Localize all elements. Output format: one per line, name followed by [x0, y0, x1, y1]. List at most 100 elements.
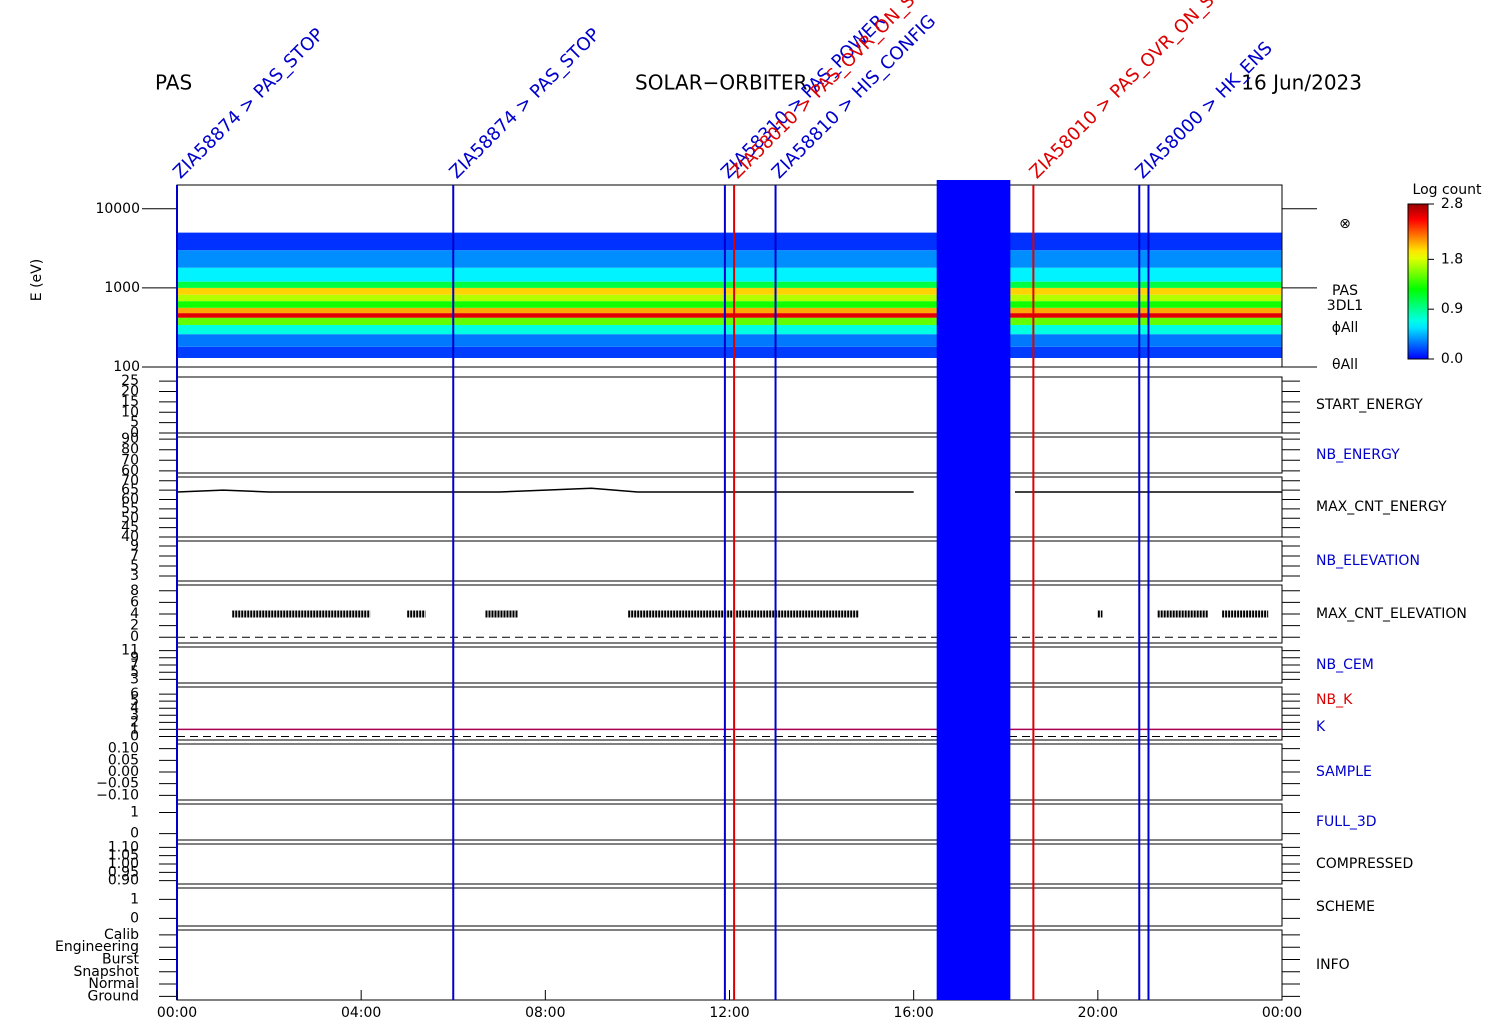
- y-tick-label: 4: [130, 606, 139, 622]
- y-tick-label: Burst: [102, 951, 140, 967]
- y-tick-label: 0: [130, 425, 139, 441]
- panel-frame: [176, 887, 1283, 927]
- panel-label: NB_CEM: [1316, 657, 1374, 673]
- panel-frame: [176, 743, 1283, 801]
- colorbar: [1407, 203, 1429, 360]
- spectrogram-label: 3DL1: [1327, 298, 1363, 314]
- colorbar-tick-label: 1.8: [1441, 251, 1463, 267]
- y-tick-label: 2: [130, 714, 139, 730]
- panel-frame: [176, 803, 1283, 841]
- panel-label: NB_K: [1316, 692, 1353, 708]
- y-tick-label: 1000: [104, 280, 140, 296]
- panel-frame: [176, 584, 1283, 644]
- spectrogram-cell: [177, 313, 1282, 318]
- y-tick-label: −0.05: [96, 776, 139, 792]
- spectrogram-cell: [177, 324, 1282, 335]
- panel-label: SAMPLE: [1316, 764, 1372, 780]
- spectrogram-cell: [177, 267, 1282, 282]
- y-tick-label: 80: [121, 442, 139, 458]
- y-tick-label: −0.10: [96, 787, 139, 803]
- y-tick-label: 0: [130, 728, 139, 744]
- spectrogram-label: θAll: [1332, 357, 1358, 373]
- x-tick-label: 00:00: [1262, 1005, 1302, 1020]
- chart-title: SOLAR−ORBITER: [635, 71, 807, 95]
- y-tick-label: 0: [130, 910, 139, 926]
- spectrogram-cell: [177, 334, 1282, 347]
- y-axis-label: E (eV): [29, 259, 45, 301]
- y-tick-label: 60: [121, 492, 139, 508]
- panel-label: SCHEME: [1316, 899, 1375, 915]
- date: 16 Jun/2023: [1241, 71, 1362, 95]
- spectrogram-cell: [177, 307, 1282, 314]
- y-tick-label: 3: [130, 707, 139, 723]
- y-tick-label: 5: [130, 664, 139, 680]
- panel-label: K: [1316, 719, 1326, 735]
- panel-frame: [176, 843, 1283, 885]
- y-tick-label: 0.95: [108, 864, 139, 880]
- left-title: PAS: [155, 71, 192, 95]
- y-tick-label: 6: [130, 594, 139, 610]
- y-tick-label: Snapshot: [74, 964, 140, 980]
- panel-frame: [176, 376, 1283, 434]
- y-tick-label: 40: [121, 529, 139, 545]
- panel-frame: [176, 686, 1283, 741]
- y-tick-label: 7: [130, 548, 139, 564]
- panel-label: FULL_3D: [1316, 814, 1377, 830]
- panel-label: COMPRESSED: [1316, 856, 1413, 872]
- y-tick-label: Normal: [88, 976, 139, 992]
- y-tick-label: 5: [130, 558, 139, 574]
- spectrogram-cell: [177, 232, 1282, 251]
- y-tick-label: 1.05: [108, 848, 139, 864]
- panel-frame: [176, 476, 1283, 538]
- y-tick-label: 0.00: [108, 764, 139, 780]
- y-tick-label: 10: [121, 404, 139, 420]
- panel-label: MAX_CNT_ENERGY: [1316, 499, 1447, 515]
- spectrogram-label: ⊗: [1339, 216, 1351, 232]
- spectrogram-label: PAS: [1332, 283, 1358, 299]
- panel-frame: [176, 436, 1283, 474]
- y-tick-label: 1: [130, 721, 139, 737]
- y-tick-label: 10000: [95, 201, 140, 217]
- y-tick-label: 0: [130, 826, 139, 842]
- spectrogram-cell: [177, 317, 1282, 325]
- panel-frame: [176, 540, 1283, 582]
- spectrogram-cell: [177, 281, 1282, 288]
- y-tick-label: Engineering: [55, 939, 139, 955]
- y-tick-label: 60: [121, 463, 139, 479]
- y-tick-label: 8: [130, 583, 139, 599]
- y-tick-label: 90: [121, 431, 139, 447]
- y-tick-label: 70: [121, 452, 139, 468]
- y-tick-label: 20: [121, 384, 139, 400]
- spectrogram-cell: [177, 250, 1282, 268]
- event-label: ZIA58874 > PAS_STOP: [445, 24, 604, 183]
- panel-label: NB_ENERGY: [1316, 447, 1400, 463]
- y-tick-label: 7: [130, 657, 139, 673]
- data-gap: [936, 180, 1011, 1000]
- y-tick-label: 1: [130, 804, 139, 820]
- spectrogram-cell: [177, 301, 1282, 308]
- y-tick-label: 5: [130, 693, 139, 709]
- event-label: ZIA58874 > PAS_STOP: [169, 24, 328, 183]
- x-tick-label: 08:00: [525, 1005, 565, 1020]
- colorbar-tick-label: 2.8: [1441, 196, 1463, 212]
- y-tick-label: 50: [121, 510, 139, 526]
- y-tick-label: 6: [130, 686, 139, 702]
- colorbar-tick-label: 0.0: [1441, 351, 1463, 367]
- x-tick-label: 00:00: [157, 1005, 197, 1020]
- colorbar-title: Log count: [1413, 182, 1482, 198]
- y-tick-label: 9: [130, 538, 139, 554]
- y-tick-label: 4: [130, 700, 139, 716]
- y-tick-label: 3: [130, 671, 139, 687]
- y-tick-label: 3: [130, 568, 139, 584]
- panel-label: INFO: [1316, 957, 1350, 973]
- y-tick-label: 1.10: [108, 839, 139, 855]
- y-tick-label: 45: [121, 520, 139, 536]
- y-tick-label: 5: [130, 415, 139, 431]
- spectrogram-label: ϕAll: [1332, 320, 1359, 336]
- spectrogram-cell: [177, 346, 1282, 358]
- y-tick-label: 70: [121, 473, 139, 489]
- data-line: [176, 487, 914, 493]
- y-tick-label: 0.90: [108, 873, 139, 889]
- x-tick-label: 04:00: [341, 1005, 381, 1020]
